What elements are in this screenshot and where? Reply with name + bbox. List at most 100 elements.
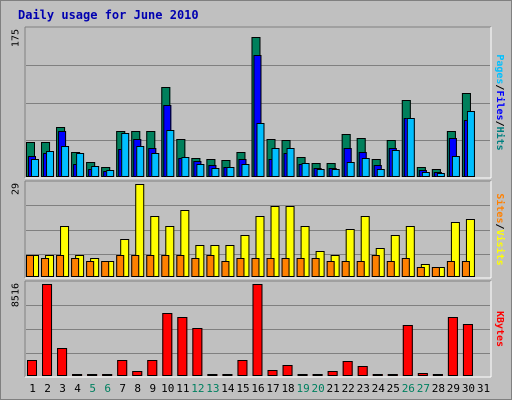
sites-bar (116, 255, 125, 277)
x-tick-label: 27 (417, 382, 430, 395)
sites-bar (266, 258, 275, 277)
pages-bar (31, 159, 39, 177)
sites-bar (251, 258, 260, 277)
sites-bar (86, 261, 95, 277)
visits-bar-outline (360, 216, 370, 277)
pages-bar-fill (31, 159, 39, 177)
kbytes-bar-fill (252, 284, 263, 376)
pages-bar (316, 169, 325, 177)
sites-bar-outline (206, 255, 215, 277)
visits-bar (60, 226, 70, 277)
pages-bar-outline (196, 164, 205, 177)
pages-bar-outline (121, 133, 130, 177)
sites-bar (131, 255, 140, 277)
pages-bar-outline (391, 150, 400, 177)
kbytes-bar (132, 371, 143, 376)
sites-bar (161, 255, 170, 277)
kbytes-bar-outline (162, 313, 173, 376)
sites-bar (356, 261, 365, 277)
visits-bar-fill (75, 255, 85, 277)
kbytes-bar-fill (162, 313, 173, 376)
panel-kbytes-ylabel-part-0: KBytes (494, 311, 505, 347)
pages-bar-outline (31, 159, 39, 177)
visits-bar-fill (465, 219, 475, 277)
pages-bar (331, 169, 340, 177)
sites-bar-outline (266, 258, 275, 277)
visits-bar-fill (150, 216, 160, 277)
kbytes-bar (297, 374, 308, 376)
sites-bar (71, 258, 80, 277)
visits-bar-fill (375, 248, 385, 277)
visits-bar-fill (45, 255, 55, 277)
pages-bar-fill (211, 168, 220, 177)
pages-bar (61, 146, 70, 177)
panel-pages-files-hits-ylabel-part-4: Hits (494, 127, 506, 151)
x-tick-label: 16 (251, 382, 264, 395)
sites-bar-fill (326, 261, 335, 277)
visits-bar-outline (450, 222, 460, 277)
pages-bar-outline (271, 148, 280, 177)
pages-bar-fill (76, 153, 85, 177)
kbytes-bar-fill (342, 361, 353, 376)
sites-bar-fill (131, 255, 140, 277)
panel-visits-sites-ylabel: Sites/Visits (494, 193, 506, 265)
pages-bar-fill (226, 167, 235, 177)
visits-bar (405, 226, 415, 277)
pages-bar-fill (61, 146, 70, 177)
pages-bar (301, 163, 310, 177)
kbytes-bar-fill (327, 371, 338, 376)
x-tick-label: 3 (59, 382, 66, 395)
sites-bar-fill (56, 255, 65, 277)
visits-bar-outline (240, 235, 250, 277)
sites-bar-fill (71, 258, 80, 277)
sites-bar (146, 255, 155, 277)
x-tick-label: 9 (149, 382, 156, 395)
visits-bar-fill (180, 210, 190, 277)
sites-bar (236, 258, 245, 277)
pages-bar (91, 166, 100, 177)
pages-bar-fill (151, 153, 160, 177)
sites-bar-fill (461, 261, 470, 277)
kbytes-bar (402, 325, 413, 376)
pages-bar-outline (226, 167, 235, 177)
pages-bar-fill (241, 164, 250, 177)
sites-bar (401, 258, 410, 277)
pages-bar-outline (406, 118, 415, 177)
sites-bar (176, 255, 185, 277)
kbytes-bar-outline (207, 374, 218, 376)
sites-bar-fill (296, 258, 305, 277)
kbytes-bar-outline (27, 360, 37, 376)
kbytes-bar-fill (147, 360, 158, 376)
pages-bar-fill (196, 164, 205, 177)
sites-bar-fill (356, 261, 365, 277)
x-tick-label: 31 (477, 382, 490, 395)
kbytes-bar-outline (402, 325, 413, 376)
pages-bar-fill (106, 170, 115, 177)
visits-bar-fill (330, 255, 340, 277)
pages-bar-fill (256, 123, 265, 177)
kbytes-bar (252, 284, 263, 376)
sites-bar-fill (371, 255, 380, 277)
kbytes-bar (222, 374, 233, 376)
pages-bar-outline (76, 153, 85, 177)
panel-kbytes-ymax-label: 8516 (10, 283, 21, 307)
visits-bar-fill (270, 206, 280, 277)
visits-bar-fill (210, 245, 220, 277)
sites-bar-outline (221, 261, 230, 277)
sites-bar-outline (41, 258, 50, 277)
kbytes-bar-fill (402, 325, 413, 376)
x-tick-label: 15 (236, 382, 249, 395)
kbytes-bar (312, 374, 323, 376)
kbytes-bar (57, 348, 68, 376)
panel-visits-sites-ylabel-part-2: Visits (494, 230, 506, 266)
sites-bar-fill (341, 261, 350, 277)
x-tick-label: 17 (266, 382, 279, 395)
sites-bar-fill (446, 261, 455, 277)
pages-bar (226, 167, 235, 177)
kbytes-bar (207, 374, 218, 376)
sites-bar (446, 261, 455, 277)
visits-bar-fill (225, 245, 235, 277)
pages-bar (421, 172, 430, 177)
sites-bar (191, 258, 200, 277)
